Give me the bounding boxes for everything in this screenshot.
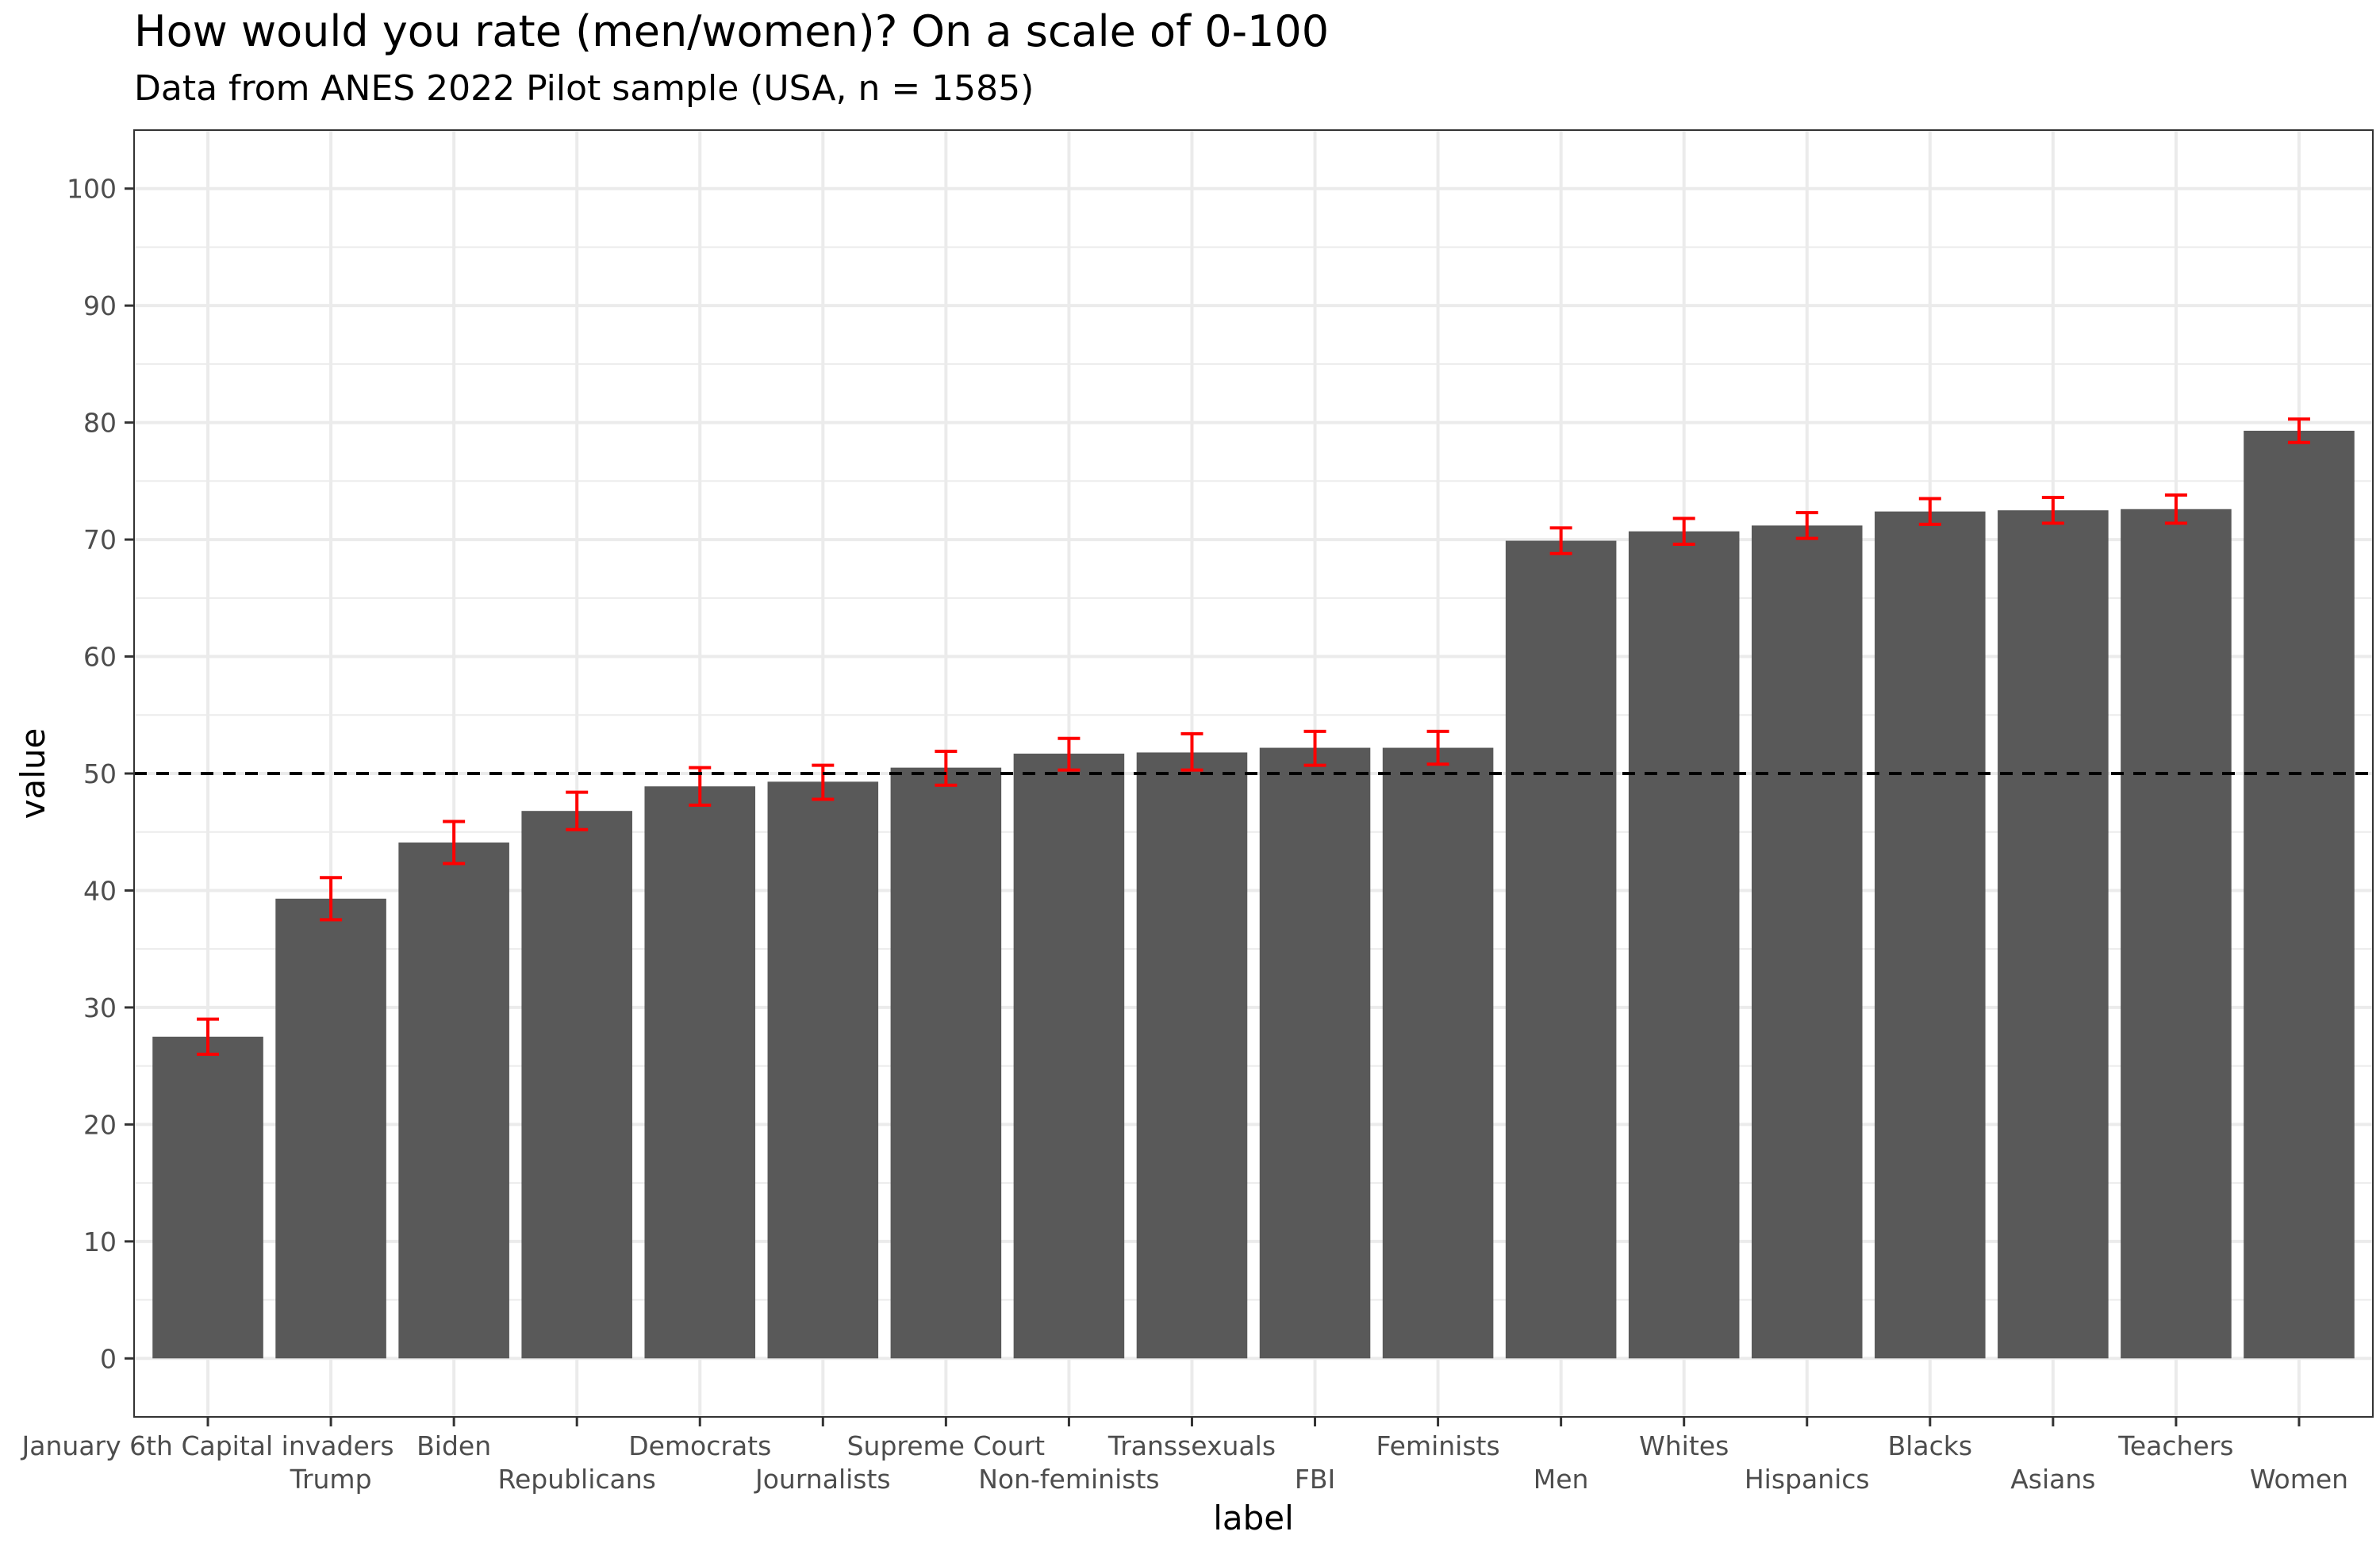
bar — [1751, 525, 1863, 1359]
error-bar — [566, 790, 589, 831]
error-bar — [935, 749, 958, 787]
error-bar — [1918, 497, 1941, 526]
y-tick-label: 0 — [100, 1343, 117, 1374]
y-tick-label: 30 — [83, 992, 117, 1023]
chart-title: How would you rate (men/women)? On a sca… — [134, 6, 1330, 56]
bar — [1875, 511, 1986, 1359]
error-bar — [2041, 496, 2064, 525]
chart-subtitle: Data from ANES 2022 Pilot sample (USA, n… — [134, 68, 1035, 109]
error-bar — [812, 763, 835, 801]
bar — [890, 767, 1002, 1359]
y-axis-title: value — [13, 728, 52, 820]
bar — [152, 1036, 263, 1359]
error-bar — [1795, 511, 1818, 540]
x-tick-label: Feminists — [1376, 1430, 1499, 1461]
y-tick-label: 20 — [83, 1109, 117, 1140]
y-tick-label: 90 — [83, 290, 117, 321]
y-tick-label: 50 — [83, 758, 117, 789]
bar — [767, 781, 879, 1359]
bar — [2121, 509, 2232, 1359]
error-bar — [1549, 526, 1572, 555]
y-tick-label: 70 — [83, 524, 117, 555]
bar — [2244, 430, 2355, 1359]
x-tick-label: Supreme Court — [847, 1430, 1046, 1461]
error-bar — [443, 820, 466, 866]
x-tick-label: Journalists — [754, 1464, 891, 1495]
x-tick-label: Democrats — [628, 1430, 771, 1461]
x-tick-label: Trump — [290, 1464, 372, 1495]
x-tick-label: Women — [2250, 1464, 2348, 1495]
error-bar — [1672, 516, 1695, 546]
x-tick-label: Whites — [1639, 1430, 1729, 1461]
error-bar — [2287, 417, 2310, 444]
y-tick-label: 60 — [83, 642, 117, 673]
bar — [1998, 510, 2109, 1359]
error-bar — [1180, 731, 1203, 772]
error-bar — [1303, 729, 1326, 767]
bar — [1628, 531, 1740, 1359]
bar — [1259, 747, 1371, 1359]
x-tick-label: Hispanics — [1745, 1464, 1870, 1495]
y-tick-label: 10 — [83, 1226, 117, 1257]
bar — [275, 898, 386, 1359]
y-tick-label: 80 — [83, 408, 117, 439]
x-tick-label: Non-feminists — [978, 1464, 1159, 1495]
bar — [644, 786, 756, 1359]
axes: 0 10 20 30 40 50 60 70 80 90 100 January 6th Capita… — [21, 174, 2349, 1495]
bar — [521, 811, 632, 1359]
x-axis-title: label — [1213, 1499, 1294, 1537]
bar — [1136, 752, 1248, 1359]
x-tick-label: Teachers — [2117, 1430, 2233, 1461]
y-tick-label: 40 — [83, 875, 117, 906]
x-tick-label: Blacks — [1888, 1430, 1972, 1461]
bars — [152, 430, 2355, 1359]
bar — [1013, 753, 1125, 1359]
x-tick-label: Men — [1534, 1464, 1589, 1495]
error-bars — [197, 417, 2310, 1056]
error-bar — [2164, 493, 2187, 525]
x-tick-label: Republicans — [498, 1464, 656, 1495]
x-tick-label: Transsexuals — [1107, 1430, 1276, 1461]
error-bar — [1058, 736, 1081, 772]
x-tick-label: January 6th Capital invaders — [21, 1430, 394, 1461]
error-bar — [197, 1017, 220, 1056]
y-tick-label: 100 — [67, 174, 117, 205]
bar — [398, 842, 509, 1359]
x-tick-label: FBI — [1295, 1464, 1335, 1495]
x-tick-label: Asians — [2010, 1464, 2095, 1495]
bar — [1505, 540, 1617, 1359]
x-tick-label: Biden — [416, 1430, 491, 1461]
error-bar — [320, 876, 343, 922]
error-bar — [1426, 729, 1449, 766]
bar — [1382, 747, 1494, 1359]
